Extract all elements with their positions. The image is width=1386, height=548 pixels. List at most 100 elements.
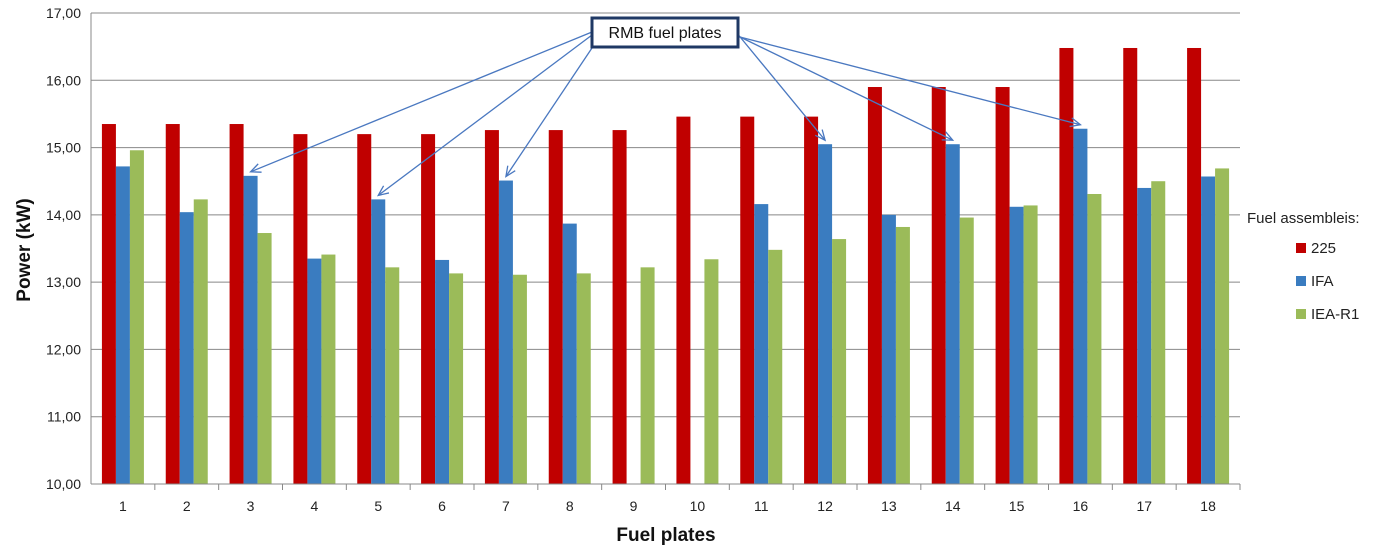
- annotation-label: RMB fuel plates: [609, 25, 722, 42]
- annotation-arrowhead: [376, 185, 390, 197]
- bar-225-18: [1187, 47, 1202, 484]
- bar-iea-r1-5: [385, 267, 400, 484]
- y-axis-title: Power (kW): [14, 198, 35, 301]
- y-tick-label: 12,00: [46, 341, 81, 357]
- bar-ifa-2: [179, 212, 194, 484]
- bar-225-1: [101, 124, 116, 485]
- x-tick-label: 2: [183, 498, 191, 514]
- x-tick-label: 13: [881, 498, 897, 514]
- x-tick-label: 4: [311, 498, 319, 514]
- bar-225-10: [676, 116, 691, 485]
- x-tick-label: 11: [754, 498, 769, 514]
- x-tick-label: 3: [247, 498, 255, 514]
- annotation-arrowhead: [505, 165, 516, 178]
- x-tick-label: 6: [438, 498, 446, 514]
- bar-ifa-17: [1137, 187, 1152, 484]
- x-tick-label: 1: [119, 498, 127, 514]
- bar-225-6: [421, 134, 436, 484]
- legend-swatch-ifa: [1296, 276, 1306, 286]
- x-tick-label: 7: [502, 498, 510, 514]
- bar-225-9: [612, 130, 627, 484]
- bar-225-13: [867, 87, 882, 484]
- y-tick-label: 10,00: [46, 476, 81, 492]
- bar-225-16: [1059, 47, 1074, 484]
- bar-ifa-7: [498, 180, 513, 484]
- legend-swatch-225: [1296, 243, 1306, 253]
- bar-ifa-11: [754, 204, 769, 484]
- annotation-arrow: [735, 35, 1081, 126]
- bar-iea-r1-11: [768, 249, 783, 484]
- annotation-arrowhead: [941, 131, 955, 141]
- x-tick-label: 12: [817, 498, 833, 514]
- annotation-arrow: [377, 34, 593, 196]
- annotation-arrow: [505, 41, 597, 177]
- y-tick-label: 13,00: [46, 274, 81, 290]
- x-tick-label: 14: [945, 498, 961, 514]
- bar-iea-r1-17: [1151, 181, 1166, 484]
- bar-225-12: [804, 116, 819, 485]
- legend-label-225: 225: [1311, 240, 1336, 257]
- annotation-arrow: [250, 31, 593, 173]
- bar-iea-r1-18: [1215, 168, 1230, 484]
- bar-ifa-13: [881, 214, 896, 484]
- x-tick-label: 17: [1136, 498, 1152, 514]
- bar-225-5: [357, 134, 372, 484]
- y-tick-label: 11,00: [47, 409, 81, 425]
- x-tick-label: 15: [1009, 498, 1025, 514]
- bar-ifa-5: [371, 199, 386, 485]
- bar-ifa-16: [1073, 128, 1088, 484]
- x-tick-label: 9: [630, 498, 638, 514]
- bar-iea-r1-3: [257, 233, 272, 484]
- bar-ifa-12: [818, 144, 833, 484]
- bar-iea-r1-15: [1023, 205, 1038, 485]
- bar-iea-r1-2: [193, 199, 208, 485]
- bar-iea-r1-16: [1087, 193, 1102, 484]
- bar-iea-r1-7: [512, 274, 527, 484]
- legend: Fuel assembleis: 225 IFA IEA-R1: [1247, 210, 1360, 323]
- bar-iea-r1-12: [832, 239, 847, 484]
- legend-swatch-iea-r1: [1296, 309, 1306, 319]
- bar-225-7: [484, 130, 499, 484]
- bar-ifa-8: [562, 223, 577, 484]
- bar-225-17: [1123, 47, 1138, 484]
- bar-iea-r1-14: [959, 217, 974, 484]
- legend-label-iea-r1: IEA-R1: [1311, 306, 1359, 323]
- bar-225-3: [229, 124, 244, 485]
- annotation-box: [590, 16, 740, 49]
- y-tick-label: 14,00: [46, 207, 81, 223]
- bar-iea-r1-13: [895, 226, 910, 484]
- bar-ifa-4: [307, 258, 322, 484]
- bar-ifa-15: [1009, 206, 1024, 485]
- annotation: RMB fuel plates: [249, 16, 1082, 197]
- x-tick-labels: 1 2 3 4 5 6 7 8 9 10 11 12 13 14 15 16 17 18: [119, 498, 1216, 514]
- bar-ifa-1: [115, 166, 130, 484]
- bar-ifa-6: [435, 259, 450, 484]
- bar-225-14: [931, 87, 946, 484]
- x-tick-label: 8: [566, 498, 574, 514]
- annotation-arrowhead: [1069, 117, 1082, 128]
- legend-title: Fuel assembleis:: [1247, 210, 1360, 227]
- bar-225-2: [165, 124, 180, 485]
- bar-ifa-14: [945, 144, 960, 484]
- x-tick-label: 5: [374, 498, 382, 514]
- annotation-arrow: [735, 31, 826, 141]
- y-tick-label: 15,00: [46, 140, 81, 156]
- gridlines: [91, 12, 1240, 485]
- annotation-arrows: [249, 31, 1082, 197]
- x-tick-label: 10: [690, 498, 706, 514]
- axes: [90, 13, 1241, 490]
- y-tick-label: 16,00: [46, 72, 81, 88]
- bar-ifa-18: [1201, 176, 1216, 485]
- annotation-arrow: [735, 34, 954, 141]
- bar-ifa-3: [243, 175, 258, 484]
- x-axis-title: Fuel plates: [616, 525, 715, 546]
- bar-iea-r1-8: [576, 273, 591, 484]
- bar-iea-r1-10: [704, 259, 719, 484]
- x-tick-label: 16: [1073, 498, 1089, 514]
- legend-label-ifa: IFA: [1311, 273, 1334, 290]
- bar-iea-r1-9: [640, 267, 655, 484]
- bar-iea-r1-1: [129, 150, 144, 484]
- y-tick-label: 17,00: [46, 5, 81, 21]
- annotation-arrowhead: [814, 129, 827, 142]
